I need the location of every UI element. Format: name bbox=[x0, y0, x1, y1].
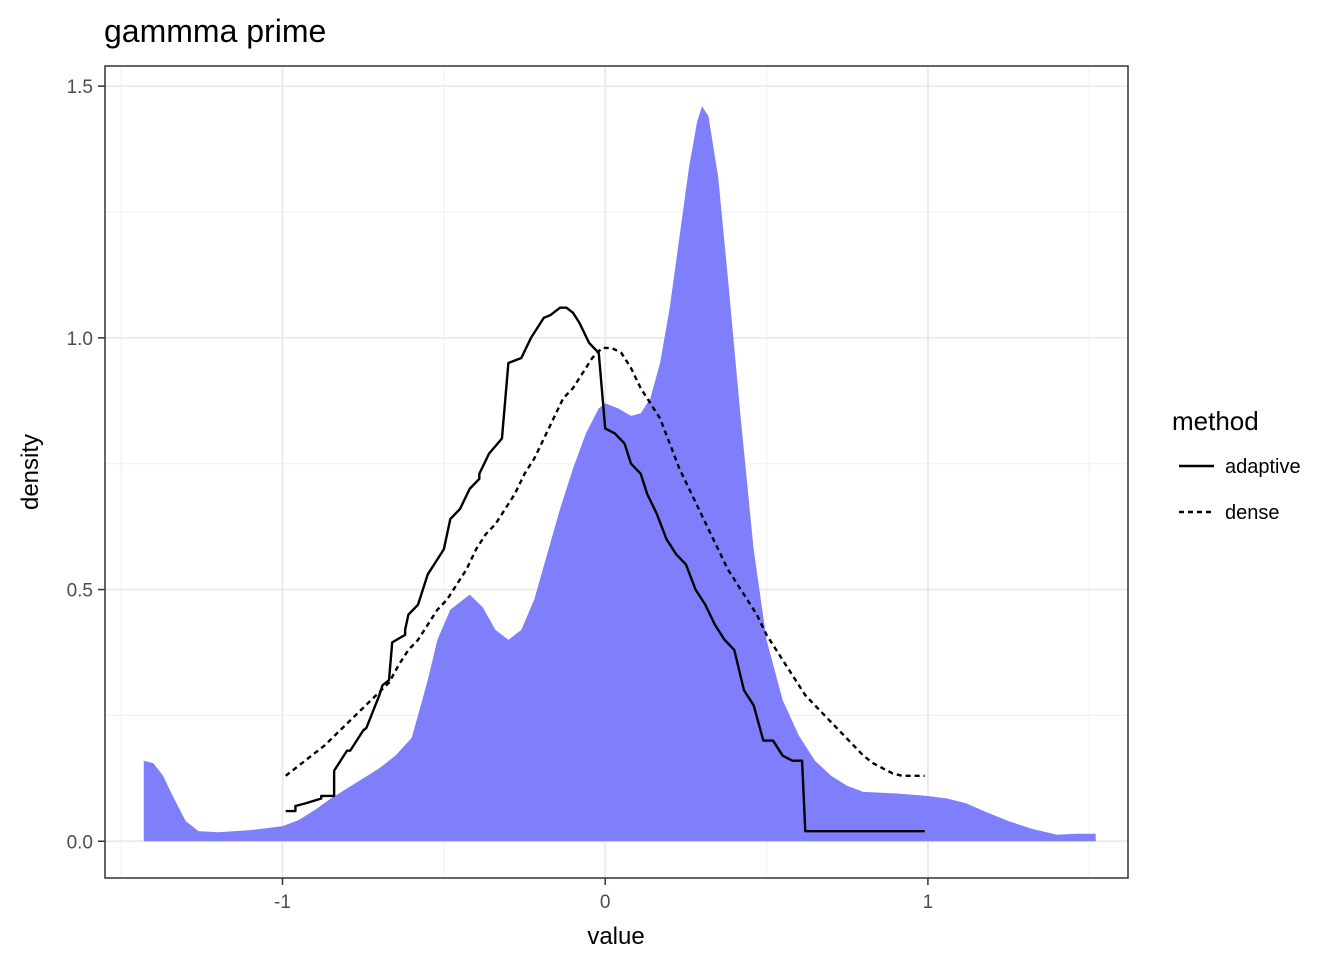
y-tick-label: 0.5 bbox=[67, 581, 93, 602]
y-tick-label: 1.0 bbox=[67, 329, 93, 350]
x-tick-label: -1 bbox=[274, 892, 291, 913]
series-line-adaptive bbox=[285, 306, 925, 833]
series-line-dense bbox=[284, 346, 925, 778]
plot-panel-border bbox=[104, 65, 1129, 879]
legend-label-dense: dense bbox=[1225, 502, 1280, 524]
y-tick-label: 1.5 bbox=[67, 77, 93, 98]
legend: method adaptive dense bbox=[1172, 406, 1301, 524]
density-area bbox=[143, 106, 1096, 842]
y-axis: 0.0 0.5 1.0 1.5 bbox=[67, 77, 105, 853]
legend-label-adaptive: adaptive bbox=[1225, 456, 1301, 478]
y-tick-label: 0.0 bbox=[67, 832, 93, 853]
x-tick-label: 1 bbox=[923, 892, 934, 913]
x-axis-title: value bbox=[587, 923, 644, 950]
chart-title: gammma prime bbox=[104, 13, 326, 49]
density-area-layer bbox=[143, 106, 1096, 842]
x-axis: -1 0 1 bbox=[274, 878, 933, 913]
x-tick-label: 0 bbox=[600, 892, 611, 913]
major-gridlines bbox=[105, 66, 1128, 878]
method-lines-layer bbox=[284, 306, 925, 833]
y-axis-title: density bbox=[17, 434, 44, 510]
legend-title: method bbox=[1172, 406, 1259, 436]
